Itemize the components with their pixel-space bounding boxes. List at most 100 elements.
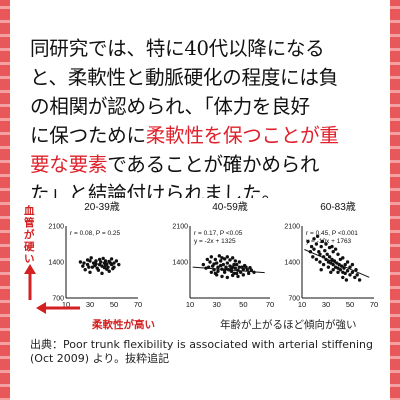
chart-3-x-tick-0: 10 xyxy=(298,300,306,309)
chart-2-point-41 xyxy=(236,274,240,279)
chart-2-point-34 xyxy=(228,258,232,262)
chart-2-y-tick-1: 1400 xyxy=(172,260,188,267)
body-line-4-highlight: 柔軟性を保つことが重 xyxy=(145,124,339,147)
chart-2-equation: y = -2x + 1325 xyxy=(194,238,236,245)
chart-3-point-21 xyxy=(338,268,343,272)
chart-2-point-30 xyxy=(217,254,222,258)
chart-1-point-30 xyxy=(89,256,93,260)
chart-3-point-59 xyxy=(344,278,349,282)
chart-1-point-20 xyxy=(106,265,110,269)
chart-1-point-1 xyxy=(82,261,86,265)
chart-3-point-32 xyxy=(312,237,316,241)
body-line-1: 同研究では、特に40代以降になる xyxy=(30,37,325,60)
chart-2-point-33 xyxy=(225,255,230,259)
chart-2-point-29 xyxy=(213,257,218,262)
chart-2-stats: r = 0.17, P <0.05 xyxy=(194,230,243,237)
chart-3-point-47 xyxy=(341,275,345,280)
chart-3-point-8 xyxy=(323,248,327,253)
chart-3-point-1 xyxy=(309,244,314,249)
chart-2-point-28 xyxy=(209,255,214,259)
scatter-plots: 20-39歳 10 30 50 70 700 1400 2100 r = 0.08, P = 0… xyxy=(48,201,378,309)
chart-3-point-50 xyxy=(330,244,334,249)
chart-3-point-53 xyxy=(343,262,347,267)
chart-3-stats: r = 0.45, P <0.001 xyxy=(306,230,358,237)
chart-1-point-15 xyxy=(93,263,97,268)
chart-1-point-18 xyxy=(101,256,105,261)
chart-2-point-47 xyxy=(234,271,239,276)
chart-3-y-tick-1: 1400 xyxy=(284,260,300,267)
chart-3-x-tick-1: 30 xyxy=(322,300,330,309)
scatter-charts: 20-39歳 10 30 50 70 700 1400 2100 r = 0.08, P = 0… xyxy=(24,201,378,331)
chart-2-point-57 xyxy=(242,263,247,268)
chart-2-point-9 xyxy=(221,262,226,267)
chart-2-point-12 xyxy=(225,261,230,265)
chart-3-y-tick-2: 2100 xyxy=(284,224,300,231)
chart-3-x-tick-2: 50 xyxy=(346,300,354,309)
chart-1-x-tick-2: 50 xyxy=(110,300,118,309)
body-line-5-plain: であることが確かめられ xyxy=(107,153,320,176)
chart-3-point-35 xyxy=(324,242,328,246)
chart-2-point-52 xyxy=(212,262,216,266)
body-line-4: に保つために柔軟性を保つことが重 xyxy=(30,121,382,150)
chart-2-point-42 xyxy=(241,273,246,277)
chart-2-point-58 xyxy=(248,265,252,270)
chart-1-x-tick-0: 10 xyxy=(62,300,70,309)
chart-1-point-13 xyxy=(83,268,87,272)
chart-3-point-48 xyxy=(311,255,315,259)
chart-1-point-22 xyxy=(114,259,119,263)
chart-2-point-32 xyxy=(222,257,227,261)
chart-3-point-25 xyxy=(343,271,347,276)
chart-2-point-19 xyxy=(234,262,239,267)
right-decorative-border xyxy=(390,0,400,400)
chart-1-point-23 xyxy=(117,262,121,267)
chart-2-point-59 xyxy=(213,271,218,276)
chart-2-x-tick-0: 10 xyxy=(186,300,194,309)
chart-2-point-21 xyxy=(237,265,242,269)
chart-1-point-0 xyxy=(78,260,83,264)
chart-2-title: 40-59歳 xyxy=(212,201,248,213)
chart-3-point-52 xyxy=(338,257,343,262)
y-axis-note-char-2: 管 xyxy=(24,216,35,229)
chart-3-point-26 xyxy=(345,269,350,273)
chart-1-point-29 xyxy=(109,257,114,261)
chart-3-point-12 xyxy=(327,255,332,259)
chart-1-y-tick-1: 1400 xyxy=(48,260,64,267)
chart-2-point-5 xyxy=(214,261,219,265)
chart-2-point-48 xyxy=(240,265,244,269)
chart-2-point-35 xyxy=(230,256,235,260)
body-line-5: 要な要素であることが確かめられ xyxy=(30,150,382,179)
chart-3-point-38 xyxy=(336,252,340,256)
body-line-5-highlight: 要な要素 xyxy=(30,153,108,176)
chart-1-point-21 xyxy=(108,261,113,265)
chart-2-point-49 xyxy=(245,268,250,272)
chart-2-point-2 xyxy=(208,260,212,264)
chart-2-point-31 xyxy=(220,256,224,260)
chart-3-point-31 xyxy=(357,278,362,282)
chart-2-point-6 xyxy=(216,265,220,269)
chart-1-point-34 xyxy=(112,261,116,265)
chart-2-point-55 xyxy=(232,262,236,267)
chart-1-point-25 xyxy=(91,261,96,265)
body-line-3: の相関が認められ、「体力を良好 xyxy=(30,95,310,118)
chart-2-point-44 xyxy=(216,269,220,273)
chart-2-point-18 xyxy=(233,266,238,270)
chart-3-x-tick-3: 70 xyxy=(370,300,378,309)
chart-3-point-55 xyxy=(354,268,358,272)
chart-2-point-36 xyxy=(233,259,238,263)
chart-3-point-0 xyxy=(306,239,310,244)
chart-1-point-37 xyxy=(97,262,102,267)
chart-2-point-40 xyxy=(230,273,235,278)
chart-1-x-tick-3: 70 xyxy=(134,300,142,309)
body-text: 同研究では、特に40代以降になる と、柔軟性と動脈硬化の程度には負 の相関が認め… xyxy=(30,34,382,208)
y-axis-note-char-5: い xyxy=(24,253,35,265)
chart-2-x-tick-3: 70 xyxy=(266,300,274,309)
chart-3-point-5 xyxy=(318,252,322,256)
chart-1-point-33 xyxy=(107,269,111,273)
chart-1-x-tick-1: 30 xyxy=(86,300,94,309)
caption-line-2: (Oct 2009) より。抜粋追記 xyxy=(30,352,170,365)
chart-1-y-tick-2: 2100 xyxy=(48,224,64,231)
chart-3-point-33 xyxy=(315,234,320,238)
chart-2-point-0 xyxy=(201,262,206,267)
chart-3-point-29 xyxy=(353,275,357,280)
chart-2-point-38 xyxy=(220,274,224,279)
